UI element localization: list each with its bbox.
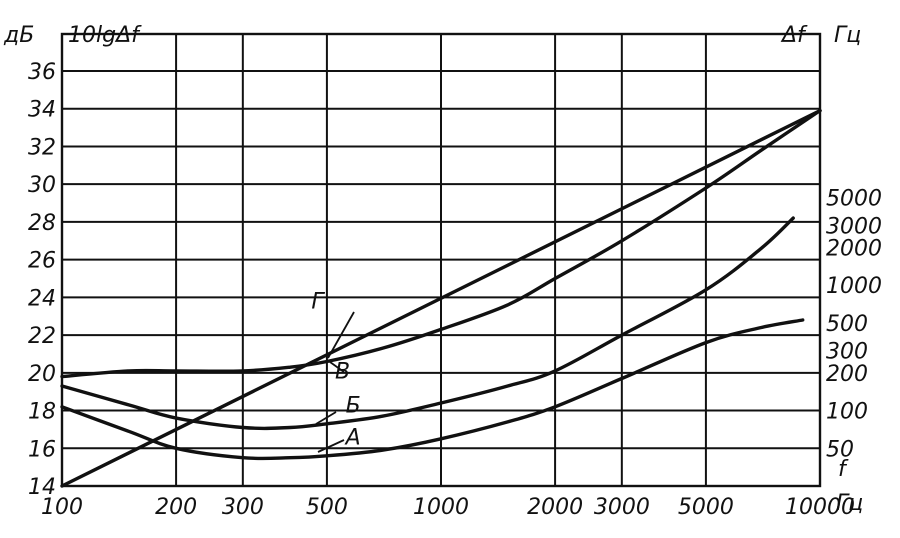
leader-line [329,361,345,373]
series-line-3 [60,216,795,431]
left-tick-label: 30 [28,173,56,198]
x-tick-label: 1000 [413,495,469,520]
right-tick-label: 50 [826,437,854,462]
right-axis-title: Δf [780,23,808,48]
left-tick-label: 34 [28,98,56,123]
left-tick-label: 16 [28,437,56,462]
x-tick-label: 2000 [527,495,583,520]
x-tick-label: 3000 [594,495,650,520]
series-line-2 [60,108,822,379]
left-tick-label: 20 [28,362,56,387]
x-tick-label: 200 [155,495,197,520]
right-tick-label: 200 [826,362,868,387]
labels: 100 200 300 500 1000 2000 3000 5000 100001416182… [28,60,882,520]
series-label-1: Г [311,290,325,315]
left-tick-label: 26 [28,249,56,274]
series-label-4: А [344,426,361,451]
series-line-4 [60,318,805,461]
x-axis-unit: Гц [836,491,863,516]
series-line-1 [60,108,822,488]
right-tick-label: 500 [826,312,868,337]
right-tick-label: 3000 [826,214,882,239]
series-label-3: Б [346,393,361,418]
leader-line [315,411,337,425]
left-axis-title: 10lgΔf [68,23,142,48]
right-tick-label: 1000 [826,274,882,299]
left-axis-unit: дБ [3,23,34,48]
left-tick-label: 28 [28,211,56,236]
left-tick-label: 14 [28,475,56,500]
x-tick-label: 10000 [785,495,855,520]
right-tick-label: 100 [826,400,868,425]
x-axis-title: f [838,457,849,482]
right-tick-label: 300 [826,340,868,365]
x-tick-label: 300 [222,495,264,520]
leader-line [317,439,345,453]
x-tick-label: 5000 [678,495,734,520]
right-tick-label: 5000 [826,187,882,212]
leader-line [327,311,355,359]
left-tick-label: 32 [28,135,56,160]
curves [60,108,822,488]
x-tick-label: 500 [306,495,348,520]
left-tick-label: 36 [28,60,56,85]
right-tick-label: 2000 [826,236,882,261]
left-tick-label: 24 [28,286,56,311]
x-tick-label: 100 [41,495,83,520]
grid [60,32,822,488]
right-axis-unit: Гц [834,23,861,48]
left-tick-label: 18 [28,400,56,425]
left-tick-label: 22 [28,324,56,349]
